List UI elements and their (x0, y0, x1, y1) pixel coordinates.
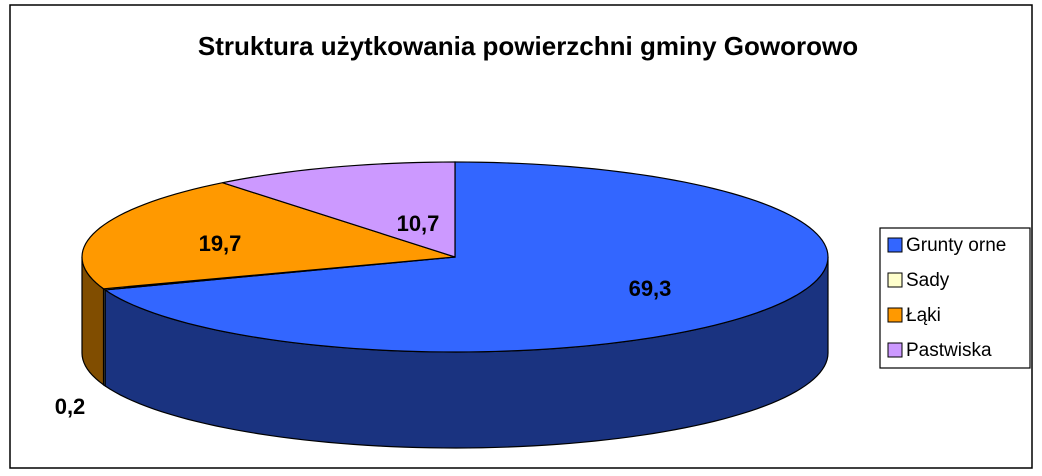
data-label: 19,7 (199, 231, 242, 256)
legend-label: Łąki (906, 305, 941, 326)
legend-box (879, 227, 1031, 369)
data-label: 69,3 (629, 276, 672, 301)
legend-label: Pastwiska (906, 340, 992, 361)
data-label: 0,2 (55, 394, 86, 419)
slice (222, 161, 456, 258)
legend-label: Grunty orne (906, 235, 1006, 256)
data-label: 10,7 (397, 211, 440, 236)
slice (81, 182, 456, 290)
slice (103, 161, 829, 353)
legend-swatch (887, 307, 903, 323)
chart-title: Struktura użytkowania powierzchni gminy … (198, 31, 858, 61)
legend-label: Sady (906, 270, 950, 291)
legend-swatch (887, 237, 903, 253)
legend-swatch (887, 342, 903, 358)
pie (81, 161, 829, 449)
legend-swatch (887, 272, 903, 288)
